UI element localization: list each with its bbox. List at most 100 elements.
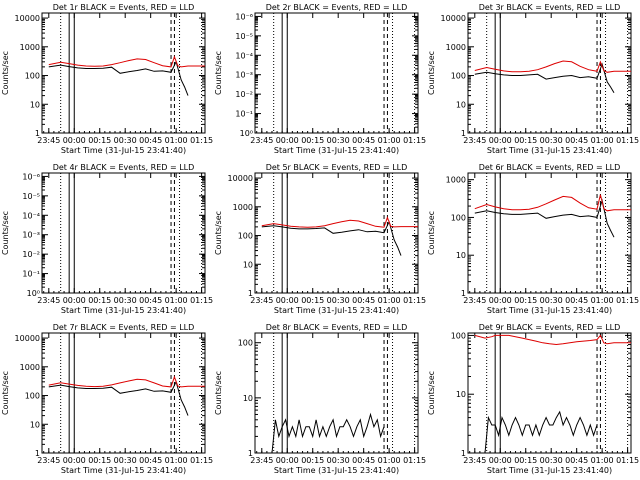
chart-title: Det 4r BLACK = Events, RED = LLD: [53, 163, 195, 172]
y-tick-label: 10000: [15, 14, 40, 23]
x-tick-label: 00:00: [489, 456, 512, 465]
plot-frame: [467, 172, 632, 294]
x-tick-label: 00:00: [276, 136, 299, 145]
y-tick-label: 10⁻⁵: [235, 32, 253, 41]
chart-title: Det 1r BLACK = Events, RED = LLD: [53, 3, 195, 12]
x-tick-label: 00:45: [352, 296, 375, 305]
y-tick-label: 10: [30, 420, 40, 429]
x-tick-label: 00:15: [88, 296, 111, 305]
x-tick-label: 00:15: [301, 456, 324, 465]
y-tick-label: 1: [461, 129, 466, 138]
y-tick-label: 10: [243, 394, 253, 403]
x-tick-label: 00:45: [565, 296, 588, 305]
x-tick-label: 00:30: [114, 136, 137, 145]
chart-panel-7: Det 7r BLACK = Events, RED = LLD Counts/s…: [1, 323, 213, 475]
y-tick-label: 10⁻⁵: [22, 192, 40, 201]
x-tick-label: 01:15: [403, 136, 426, 145]
y-tick-label: 1000: [446, 176, 466, 185]
x-tick-label: 01:00: [378, 296, 401, 305]
y-axis-label: Counts/sec: [427, 51, 436, 95]
series-line-events: [474, 410, 598, 454]
y-tick-label: 10⁻⁴: [22, 211, 40, 220]
x-tick-label: 01:15: [616, 136, 639, 145]
y-tick-label: 10000: [228, 174, 253, 183]
x-tick-label: 23:45: [37, 296, 60, 305]
y-tick-label: 1: [248, 289, 253, 298]
x-axis-label: Start Time (31-Jul-15 23:41:40): [274, 466, 399, 475]
x-tick-label: 01:15: [616, 296, 639, 305]
x-tick-label: 01:15: [190, 136, 213, 145]
y-tick-label: 10: [30, 100, 40, 109]
series-line-lld: [474, 334, 631, 346]
x-tick-label: 23:45: [463, 456, 486, 465]
y-tick-label: 10000: [441, 14, 466, 23]
plot-frame: [467, 12, 632, 134]
x-tick-label: 00:30: [540, 296, 563, 305]
x-tick-label: 00:30: [327, 456, 350, 465]
chart-title: Det 2r BLACK = Events, RED = LLD: [266, 3, 408, 12]
y-tick-label: 10⁻³: [22, 231, 40, 240]
y-tick-label: 10: [243, 260, 253, 269]
x-tick-label: 00:45: [352, 456, 375, 465]
series-line-events: [261, 412, 385, 454]
chart-panel-4: Det 4r BLACK = Events, RED = LLD Counts/s…: [1, 163, 213, 315]
series-line-lld: [261, 216, 418, 228]
chart-panel-1: Det 1r BLACK = Events, RED = LLD Counts/s…: [1, 3, 213, 155]
series-line-lld: [48, 375, 205, 388]
series-line-events: [474, 62, 615, 94]
x-tick-label: 01:15: [403, 456, 426, 465]
plot-frame: [41, 12, 206, 134]
x-tick-label: 00:15: [88, 456, 111, 465]
y-tick-label: 10: [456, 100, 466, 109]
x-tick-label: 00:15: [514, 296, 537, 305]
plot-frame: [254, 332, 419, 454]
x-tick-label: 00:45: [352, 136, 375, 145]
series-line-events: [474, 198, 615, 238]
x-tick-label: 23:45: [37, 456, 60, 465]
x-axis-label: Start Time (31-Jul-15 23:41:40): [61, 306, 186, 315]
x-tick-label: 01:15: [190, 456, 213, 465]
x-tick-label: 23:45: [250, 296, 273, 305]
y-tick-label: 10⁰: [27, 289, 40, 298]
y-tick-label: 100: [25, 392, 40, 401]
plot-frame: [41, 172, 206, 294]
y-axis-label: Counts/sec: [214, 211, 223, 255]
x-tick-label: 00:00: [63, 456, 86, 465]
y-tick-label: 100: [451, 213, 466, 222]
chart-panel-5: Det 5r BLACK = Events, RED = LLD Counts/s…: [214, 163, 426, 315]
y-tick-label: 1: [248, 449, 253, 458]
series-line-events: [48, 60, 189, 96]
chart-panel-2: Det 2r BLACK = Events, RED = LLD Counts/s…: [214, 3, 426, 155]
x-tick-label: 01:15: [403, 296, 426, 305]
x-tick-label: 00:30: [114, 296, 137, 305]
x-tick-label: 00:45: [139, 296, 162, 305]
y-tick-label: 1: [35, 129, 40, 138]
x-axis-label: Start Time (31-Jul-15 23:41:40): [61, 146, 186, 155]
x-tick-label: 00:30: [540, 456, 563, 465]
x-axis-label: Start Time (31-Jul-15 23:41:40): [487, 466, 612, 475]
x-tick-label: 00:00: [276, 296, 299, 305]
y-tick-label: 1000: [446, 43, 466, 52]
y-tick-label: 100: [238, 339, 253, 348]
chart-title: Det 7r BLACK = Events, RED = LLD: [53, 323, 195, 332]
x-tick-label: 00:00: [63, 136, 86, 145]
x-tick-label: 00:00: [489, 296, 512, 305]
x-tick-label: 00:30: [327, 296, 350, 305]
x-tick-label: 01:00: [591, 296, 614, 305]
x-tick-label: 23:45: [463, 296, 486, 305]
chart-title: Det 9r BLACK = Events, RED = LLD: [479, 323, 621, 332]
y-axis-label: Counts/sec: [1, 51, 10, 95]
chart-panel-3: Det 3r BLACK = Events, RED = LLD Counts/s…: [427, 3, 639, 155]
y-axis-label: Counts/sec: [214, 51, 223, 95]
x-tick-label: 23:45: [250, 456, 273, 465]
x-tick-label: 23:45: [463, 136, 486, 145]
y-tick-label: 1: [461, 289, 466, 298]
chart-title: Det 3r BLACK = Events, RED = LLD: [479, 3, 621, 12]
chart-panel-6: Det 6r BLACK = Events, RED = LLD Counts/s…: [427, 163, 639, 315]
chart-title: Det 8r BLACK = Events, RED = LLD: [266, 323, 408, 332]
x-tick-label: 00:15: [514, 456, 537, 465]
x-tick-label: 00:00: [276, 456, 299, 465]
plot-frame: [254, 12, 419, 134]
y-tick-label: 100: [451, 331, 466, 340]
y-tick-label: 1: [461, 449, 466, 458]
